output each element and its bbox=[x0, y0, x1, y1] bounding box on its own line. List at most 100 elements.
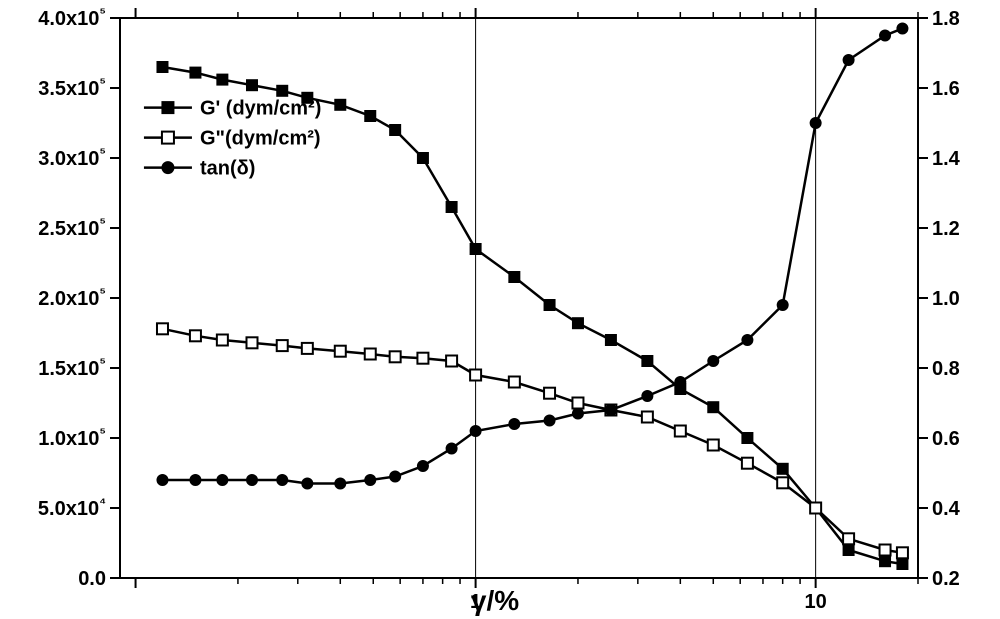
marker-g_dprime bbox=[246, 337, 257, 348]
marker-g_dprime bbox=[675, 426, 686, 437]
x-axis-title-text: γ/% bbox=[471, 585, 519, 616]
y-left-tick-label: 1.5x10⁵ bbox=[38, 354, 106, 380]
marker-g_dprime bbox=[810, 503, 821, 514]
marker-g_dprime bbox=[302, 343, 313, 354]
marker-g_prime bbox=[708, 402, 719, 413]
marker-g_prime bbox=[572, 318, 583, 329]
y-left-tick-label: 0.0 bbox=[78, 568, 106, 590]
marker-g_dprime bbox=[217, 335, 228, 346]
marker-g_prime bbox=[217, 74, 228, 85]
marker-g_prime bbox=[365, 111, 376, 122]
marker-tan_d bbox=[675, 377, 686, 388]
marker-g_dprime bbox=[642, 412, 653, 423]
marker-g_dprime bbox=[277, 340, 288, 351]
y-left-tick-label: 3.5x10⁵ bbox=[38, 74, 106, 100]
marker-g_prime bbox=[777, 463, 788, 474]
marker-g_dprime bbox=[708, 440, 719, 451]
marker-g_dprime bbox=[190, 330, 201, 341]
marker-g_dprime bbox=[417, 353, 428, 364]
y-right-tick-label: 1.6 bbox=[932, 78, 960, 100]
x-axis-title: γ/% bbox=[471, 585, 519, 616]
marker-tan_d bbox=[843, 55, 854, 66]
marker-tan_d bbox=[417, 461, 428, 472]
marker-g_dprime bbox=[335, 346, 346, 357]
marker-tan_d bbox=[217, 475, 228, 486]
marker-g_prime bbox=[246, 80, 257, 91]
marker-g_prime bbox=[417, 153, 428, 164]
marker-tan_d bbox=[190, 475, 201, 486]
marker-g_dprime bbox=[742, 458, 753, 469]
marker-tan_d bbox=[277, 475, 288, 486]
legend-marker bbox=[162, 162, 174, 174]
y-left-tick-label: 5.0x10⁴ bbox=[38, 494, 106, 520]
y-right-tick-label: 1.8 bbox=[932, 8, 960, 30]
marker-g_prime bbox=[742, 433, 753, 444]
marker-tan_d bbox=[365, 475, 376, 486]
chart-background bbox=[0, 0, 1000, 619]
marker-g_dprime bbox=[157, 323, 168, 334]
marker-tan_d bbox=[335, 478, 346, 489]
y-left-tick-label: 3.0x10⁵ bbox=[38, 144, 106, 170]
marker-g_prime bbox=[470, 244, 481, 255]
legend-label: G' (dym/cm²) bbox=[200, 98, 321, 120]
marker-g_dprime bbox=[880, 545, 891, 556]
y-left-tick-label: 4.0x10⁵ bbox=[38, 4, 106, 30]
legend-label: tan(δ) bbox=[200, 158, 255, 180]
marker-g_prime bbox=[509, 272, 520, 283]
y-right-tick-label: 0.4 bbox=[932, 498, 961, 520]
marker-g_prime bbox=[642, 356, 653, 367]
marker-tan_d bbox=[157, 475, 168, 486]
marker-g_dprime bbox=[470, 370, 481, 381]
marker-g_prime bbox=[446, 202, 457, 213]
marker-g_dprime bbox=[777, 477, 788, 488]
marker-g_prime bbox=[190, 67, 201, 78]
marker-tan_d bbox=[509, 419, 520, 430]
y-right-tick-label: 1.2 bbox=[932, 218, 960, 240]
marker-tan_d bbox=[708, 356, 719, 367]
marker-g_dprime bbox=[446, 356, 457, 367]
marker-g_dprime bbox=[843, 533, 854, 544]
marker-tan_d bbox=[544, 415, 555, 426]
marker-g_prime bbox=[157, 62, 168, 73]
y-right-tick-label: 0.2 bbox=[932, 568, 960, 590]
marker-g_dprime bbox=[897, 547, 908, 558]
marker-tan_d bbox=[246, 475, 257, 486]
marker-g_prime bbox=[277, 85, 288, 96]
marker-g_prime bbox=[390, 125, 401, 136]
marker-tan_d bbox=[642, 391, 653, 402]
marker-tan_d bbox=[742, 335, 753, 346]
marker-g_prime bbox=[605, 335, 616, 346]
marker-tan_d bbox=[880, 30, 891, 41]
marker-g_dprime bbox=[544, 388, 555, 399]
y-right-tick-label: 1.4 bbox=[932, 148, 961, 170]
marker-g_dprime bbox=[365, 349, 376, 360]
marker-g_dprime bbox=[390, 351, 401, 362]
rheology-chart: 0.0 5.0x10⁴ 1.0x10⁵ 1.5x10⁵ 2.0x10⁵ 2.5x10⁵ 3.… bbox=[0, 0, 1000, 619]
legend-marker bbox=[162, 102, 174, 114]
marker-tan_d bbox=[390, 471, 401, 482]
marker-tan_d bbox=[572, 408, 583, 419]
marker-tan_d bbox=[897, 23, 908, 34]
legend-label: G"(dym/cm²) bbox=[200, 128, 321, 150]
y-left-tick-label: 2.5x10⁵ bbox=[38, 214, 106, 240]
y-right-tick-label: 0.6 bbox=[932, 428, 960, 450]
x-tick-label: 10 bbox=[805, 591, 827, 613]
marker-g_prime bbox=[544, 300, 555, 311]
marker-g_prime bbox=[843, 545, 854, 556]
y-right-tick-label: 1.0 bbox=[932, 288, 960, 310]
marker-tan_d bbox=[605, 405, 616, 416]
marker-tan_d bbox=[777, 300, 788, 311]
marker-tan_d bbox=[810, 118, 821, 129]
marker-g_prime bbox=[335, 99, 346, 110]
marker-tan_d bbox=[446, 443, 457, 454]
chart-container: 0.0 5.0x10⁴ 1.0x10⁵ 1.5x10⁵ 2.0x10⁵ 2.5x10⁵ 3.… bbox=[0, 0, 1000, 619]
y-left-tick-label: 1.0x10⁵ bbox=[38, 424, 106, 450]
marker-g_prime bbox=[897, 559, 908, 570]
marker-tan_d bbox=[470, 426, 481, 437]
marker-g_dprime bbox=[572, 398, 583, 409]
y-right-tick-label: 0.8 bbox=[932, 358, 960, 380]
marker-g_prime bbox=[880, 556, 891, 567]
y-left-tick-label: 2.0x10⁵ bbox=[38, 284, 106, 310]
legend-marker bbox=[162, 132, 174, 144]
marker-tan_d bbox=[302, 478, 313, 489]
